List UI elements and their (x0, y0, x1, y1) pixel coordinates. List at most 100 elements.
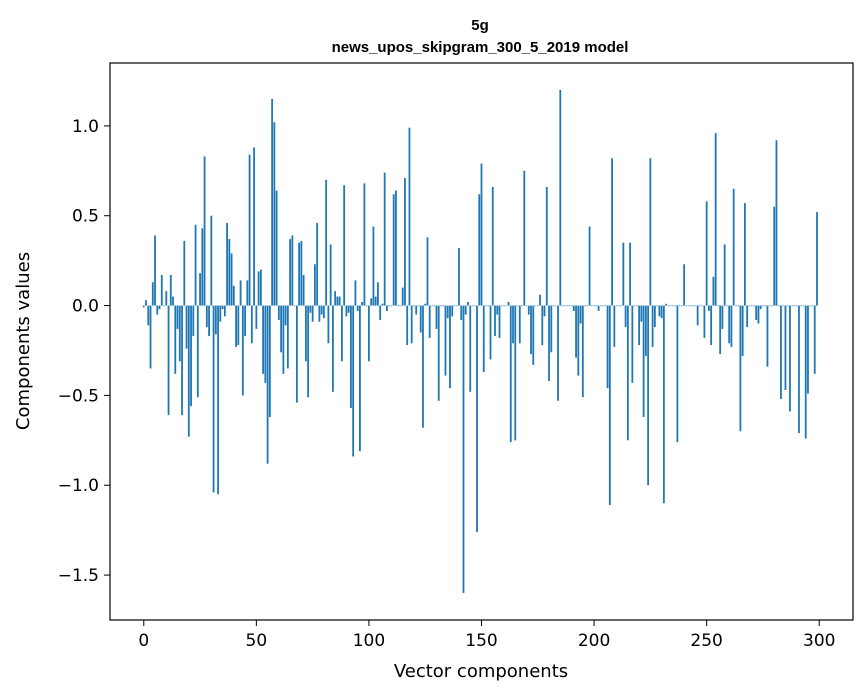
bar-component-138 (453, 305, 456, 307)
chart-title-line1: 5g (471, 17, 489, 34)
bar-component-298 (813, 305, 816, 374)
bar-component-132 (440, 305, 442, 307)
bar-component-67 (293, 305, 296, 307)
bar-component-115 (401, 287, 404, 306)
bar-component-271 (753, 305, 755, 307)
bar-component-10 (165, 291, 168, 306)
bar-component-125 (424, 303, 427, 306)
bar-component-269 (748, 305, 751, 307)
bar-component-161 (505, 305, 508, 307)
bar-component-157 (496, 305, 499, 315)
bar-component-206 (606, 305, 609, 389)
bar-component-93 (352, 305, 355, 457)
bar-component-201 (595, 305, 598, 307)
bar-component-180 (548, 305, 550, 382)
bar-component-173 (532, 305, 535, 365)
bar-component-148 (476, 305, 478, 532)
bar-component-4 (151, 282, 154, 306)
bar-component-169 (523, 170, 526, 306)
bar-component-230 (660, 305, 663, 319)
bar-component-260 (728, 305, 731, 344)
bar-component-284 (782, 305, 785, 307)
bar-component-14 (174, 305, 177, 374)
bar-component-106 (381, 303, 384, 306)
bar-component-24 (196, 305, 199, 398)
bar-component-229 (658, 305, 661, 317)
bar-component-295 (807, 305, 809, 394)
bar-component-270 (750, 305, 753, 307)
bar-component-97 (361, 301, 364, 306)
bar-component-5 (154, 235, 156, 306)
bar-component-254 (714, 133, 717, 306)
bar-component-215 (626, 305, 629, 441)
bar-component-118 (408, 127, 411, 306)
bar-component-88 (341, 305, 343, 362)
bar-component-186 (561, 305, 564, 307)
bar-component-226 (651, 305, 654, 347)
bar-component-129 (433, 305, 436, 307)
bar-component-133 (442, 305, 445, 307)
bar-component-35 (221, 305, 224, 310)
bar-component-150 (480, 163, 483, 306)
bar-component-72 (304, 305, 307, 362)
bar-component-96 (359, 305, 361, 452)
bar-component-153 (487, 305, 490, 307)
bar-component-48 (250, 305, 253, 344)
bar-component-222 (642, 305, 645, 417)
bar-component-280 (773, 206, 776, 306)
bar-component-6 (156, 305, 159, 315)
bar-component-7 (158, 305, 161, 310)
x-tick-label: 50 (246, 631, 268, 651)
bar-component-146 (471, 305, 474, 307)
bar-component-152 (485, 305, 487, 307)
bar-component-165 (514, 305, 517, 441)
bar-component-46 (246, 280, 249, 306)
bar-component-235 (671, 305, 674, 307)
bar-component-243 (689, 305, 692, 307)
bar-component-237 (676, 305, 679, 443)
bar-component-281 (775, 140, 778, 306)
bar-component-66 (291, 235, 294, 306)
bar-component-123 (419, 305, 422, 333)
bar-component-265 (739, 305, 742, 432)
bar-component-102 (372, 226, 375, 306)
bar-component-127 (428, 305, 431, 338)
bar-component-65 (289, 239, 292, 306)
bar-component-149 (478, 194, 481, 306)
bar-component-268 (746, 305, 749, 328)
bar-component-69 (298, 242, 301, 306)
bar-component-86 (336, 296, 339, 306)
bar-component-37 (226, 222, 228, 306)
bar-component-21 (190, 305, 192, 407)
bar-component-213 (622, 242, 625, 306)
bar-component-40 (232, 285, 235, 306)
y-tick-label: −0.5 (58, 386, 99, 406)
bar-component-277 (766, 305, 769, 367)
bar-component-193 (577, 305, 580, 376)
bar-component-90 (345, 305, 348, 317)
bar-component-228 (656, 305, 659, 307)
bar-component-16 (178, 305, 181, 362)
bar-component-231 (662, 305, 665, 504)
y-tick-label: 0.5 (72, 207, 99, 227)
bar-component-236 (674, 305, 677, 307)
bar-component-154 (489, 305, 492, 360)
bar-component-36 (223, 305, 226, 317)
bar-component-241 (685, 305, 688, 307)
bar-component-262 (732, 188, 735, 306)
bar-component-290 (795, 305, 798, 307)
bar-component-85 (334, 291, 337, 306)
bar-component-9 (163, 305, 165, 307)
y-axis-ticks: −1.5 −1.0 −0.5 0.0 0.5 1.0 (58, 117, 110, 586)
bar-component-278 (768, 305, 771, 307)
bar-component-147 (473, 305, 476, 307)
bar-component-279 (771, 305, 773, 307)
bar-component-179 (545, 186, 548, 306)
bar-component-63 (284, 305, 287, 326)
bar-component-188 (566, 305, 568, 307)
bar-component-70 (300, 240, 303, 306)
bar-component-47 (248, 154, 251, 306)
bar-component-119 (410, 305, 413, 344)
